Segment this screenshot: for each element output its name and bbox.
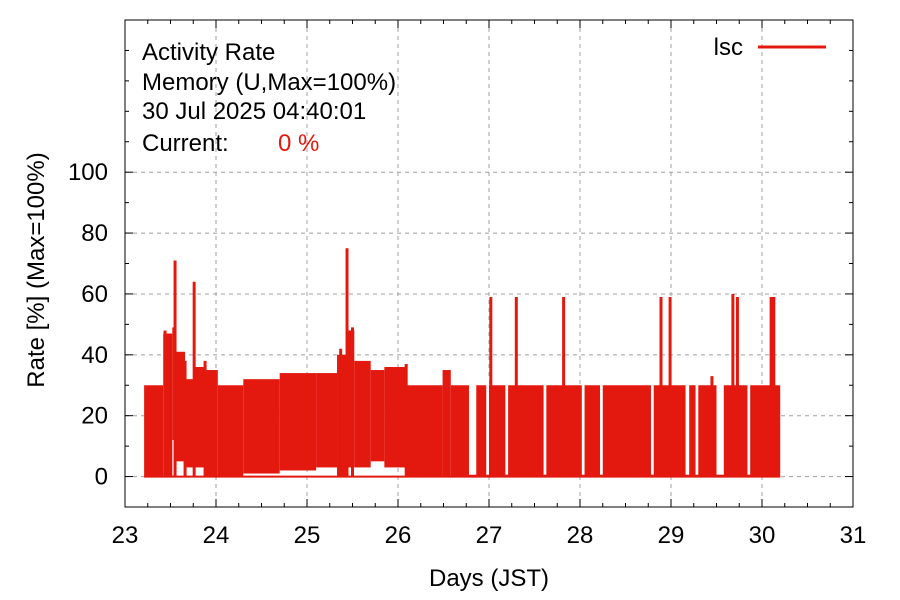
series-gap [695,379,699,475]
y-tick-label: 40 [81,342,108,369]
series-block [316,373,338,468]
header-timestamp: 30 Jul 2025 04:40:01 [142,98,366,125]
current-value: 0 % [278,130,319,157]
header-subtitle: Memory (U,Max=100%) [142,69,396,96]
series-block [671,385,717,477]
series-block [163,333,173,477]
y-tick-label: 100 [68,159,108,186]
y-tick-label: 80 [81,220,108,247]
series-block [217,385,244,477]
x-axis-label: Days (JST) [429,565,549,592]
x-tick-label: 24 [203,522,230,549]
y-axis-label: Rate [%] (Max=100%) [23,152,50,387]
series-lsc [144,248,781,478]
header-title: Activity Rate [142,39,275,66]
series-block [194,366,205,468]
x-tick-label: 25 [294,522,321,549]
y-tick-label: 60 [81,281,108,308]
series-gap [486,379,489,475]
series-block [534,385,580,477]
series-block [370,370,385,462]
series-block [243,379,280,474]
x-tick-label: 30 [749,522,776,549]
series-block [384,366,406,468]
series-block [450,385,535,477]
series-gap [747,379,751,475]
series-block [185,379,195,468]
x-tick-label: 23 [112,522,139,549]
series-block [716,385,762,477]
series-block [354,360,371,468]
series-gap [685,379,690,475]
series-gap [581,379,585,475]
series-block [204,370,218,477]
series-block [144,385,164,477]
legend-label: lsc [714,34,743,61]
series-gap [716,379,724,475]
series-gap [600,379,603,475]
series-block [337,354,348,477]
y-tick-label: 20 [81,403,108,430]
series-gap [468,379,477,475]
series-gap [650,379,654,475]
series-block [405,385,443,477]
series-gap [505,379,509,475]
series-block [175,351,186,462]
y-tick-label: 0 [95,464,108,491]
series-gap [543,379,547,475]
x-tick-label: 26 [385,522,412,549]
x-tick-label: 27 [476,522,503,549]
current-label: Current: [142,130,229,157]
x-tick-label: 29 [658,522,685,549]
x-tick-label: 31 [840,522,867,549]
x-tick-label: 28 [567,522,594,549]
axis-ticks: 23 24 25 26 27 28 29 30 31 0 20 40 60 80 100 [68,19,867,549]
series-block [279,373,317,471]
series-block [625,385,671,477]
